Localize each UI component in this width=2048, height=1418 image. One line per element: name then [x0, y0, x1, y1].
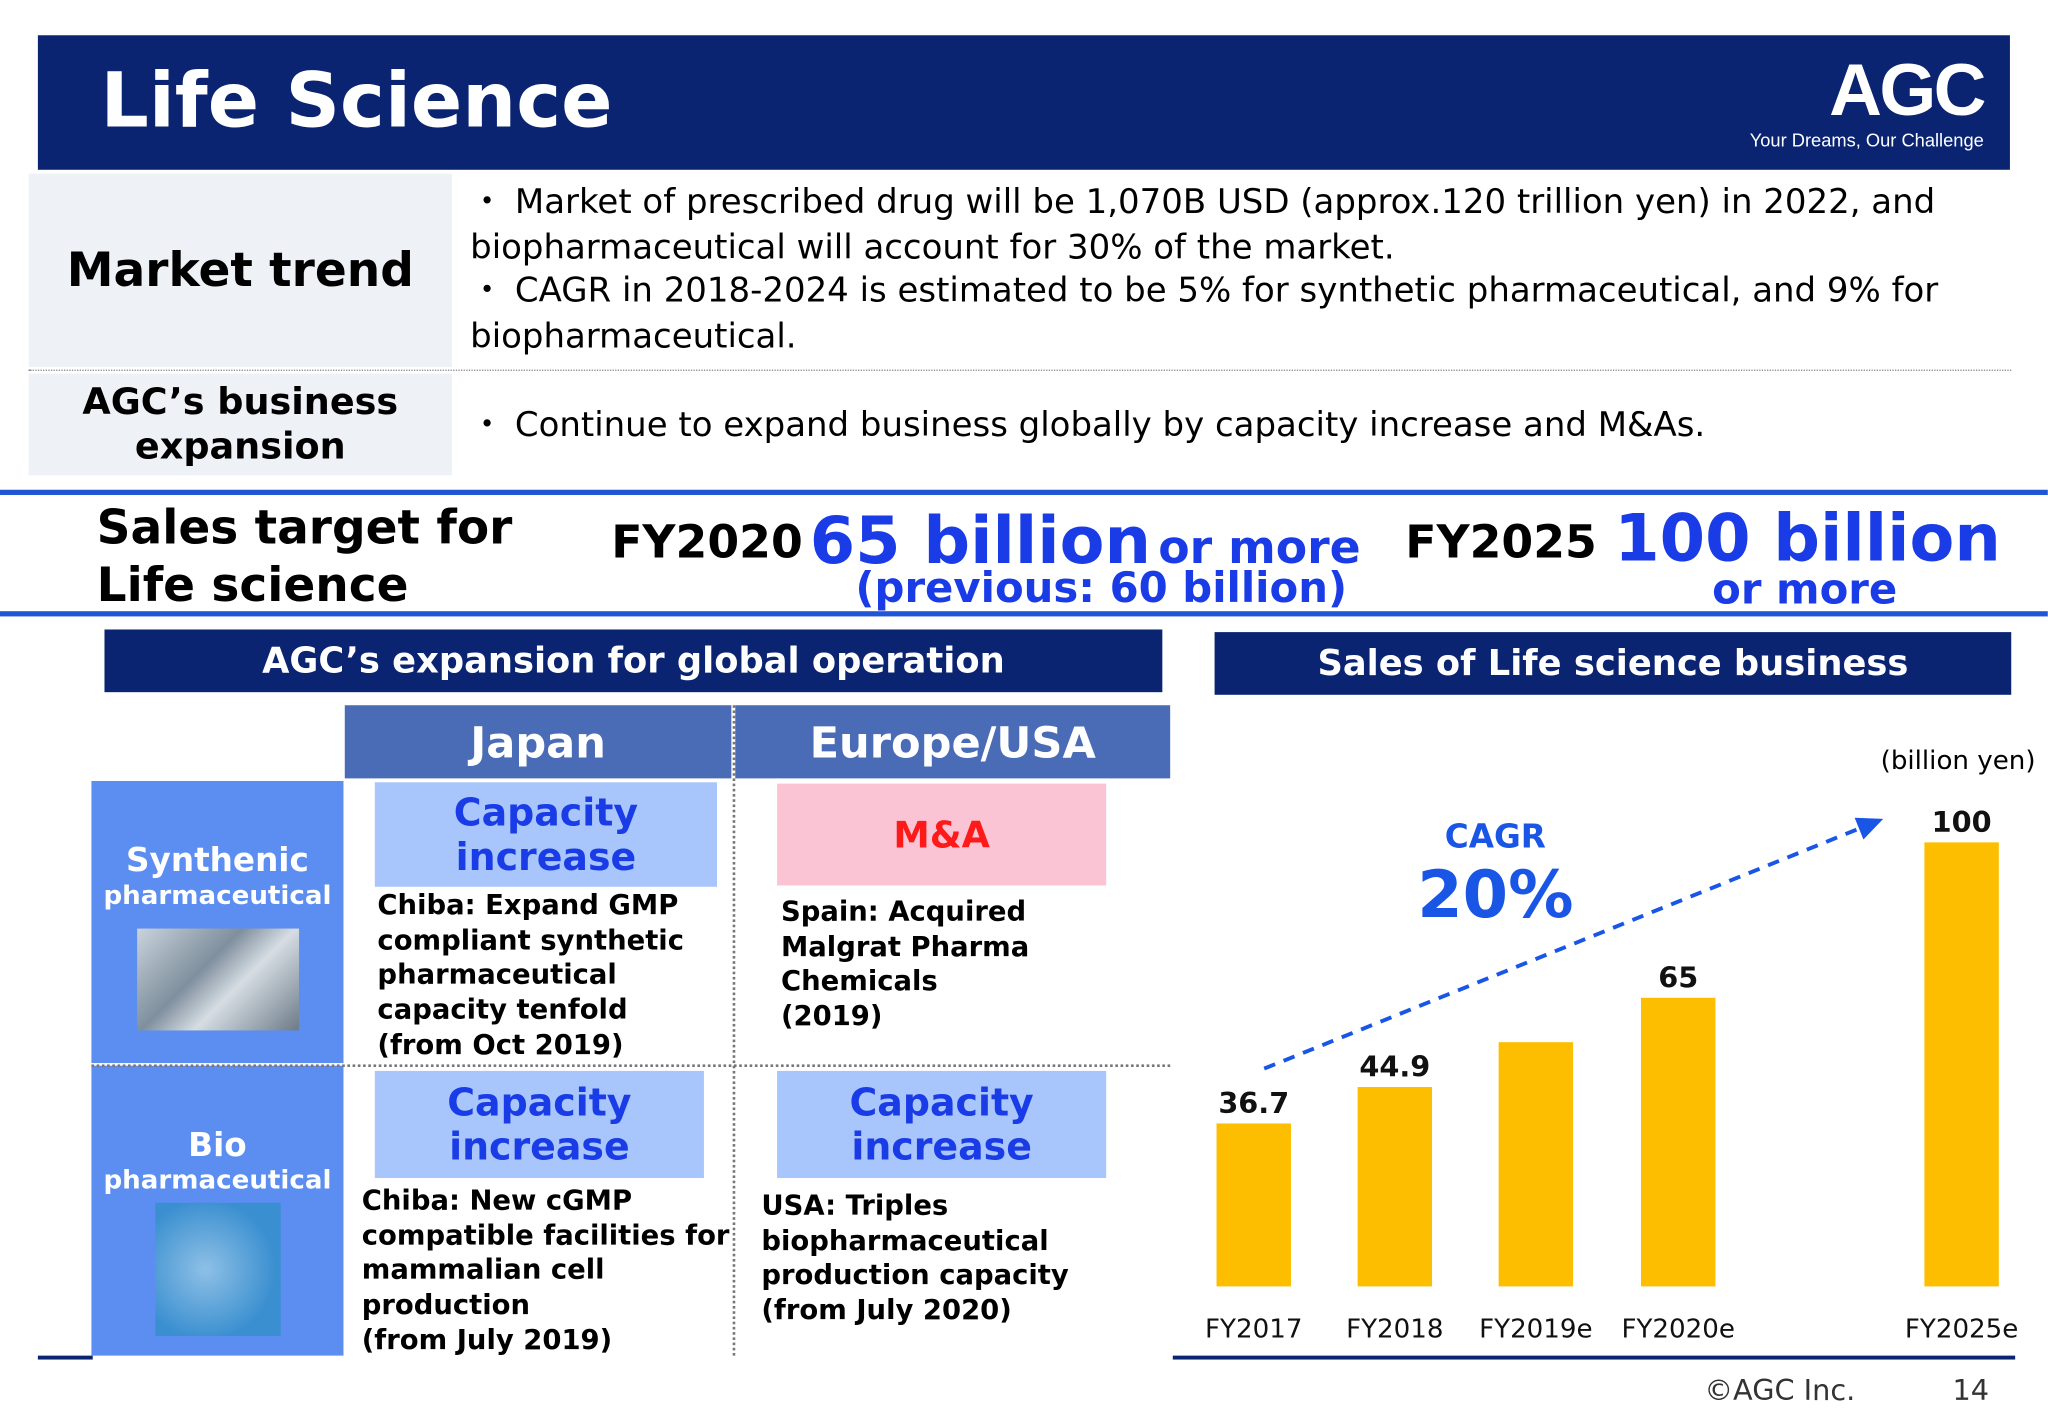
row-divider-global — [91, 1064, 1171, 1068]
cagr-label: CAGR — [1444, 817, 1546, 856]
market-trend-label: Market trend — [28, 173, 452, 367]
cagr-arrow-head — [1854, 817, 1884, 840]
fy2025-target: 100 billion — [1614, 500, 2001, 576]
bottom-rule-left — [37, 1355, 93, 1360]
bar-fy2017 — [1216, 1123, 1291, 1287]
japan-synthetic-description: Chiba: Expand GMP compliant synthetic ph… — [377, 889, 684, 1060]
japan-bio-capacity-box: Capacity increase — [374, 1070, 704, 1179]
bar-fy2020e — [1640, 997, 1716, 1287]
europe-synthetic-description: Spain: Acquired Malgrat Pharma Chemicals… — [780, 895, 1030, 1032]
x-tick-label: FY2017 — [1205, 1314, 1302, 1344]
row-divider — [28, 369, 2012, 371]
chart-unit-label: (billion yen) — [1880, 744, 2036, 776]
bar-fy2025e — [1924, 842, 1999, 1287]
page-title: Life Science — [100, 56, 613, 145]
japan-synthetic-capacity-box: Capacity increase — [374, 782, 717, 887]
bar-value-label: 65 — [1658, 960, 1698, 994]
copyright: ©AGC Inc. — [1704, 1375, 1856, 1408]
cagr-trend-line — [1263, 817, 1884, 1071]
europe-synthetic-ma-box: M&A — [777, 783, 1107, 886]
column-divider — [732, 705, 736, 1356]
fy2025-label: FY2025 — [1405, 517, 1597, 570]
bar-value-label: 44.9 — [1359, 1050, 1430, 1084]
europe-bio-capacity-box: Capacity increase — [777, 1070, 1107, 1179]
logo-text: AGC — [1829, 48, 1986, 131]
europe-bio-description: USA: Triples biopharmaceutical productio… — [761, 1189, 1069, 1326]
business-expansion-label: AGC’s business expansion — [28, 373, 452, 476]
logo-tagline: Your Dreams, Our Challenge — [1749, 129, 1984, 151]
x-tick-label: FY2020e — [1621, 1314, 1734, 1344]
antibody-image — [154, 1202, 281, 1337]
sales-target-label: Sales target for Life science — [96, 501, 513, 613]
sales-bar-chart: 36.7 FY2017 44.9 FY2018 FY2019e 65 FY2020e 100 F… — [1205, 805, 2018, 1344]
cagr-value: 20% — [1417, 856, 1574, 933]
header-banner: Life Science AGC Your Dreams, Our Challe… — [37, 35, 2010, 170]
market-trend-bullet-2: ・ CAGR in 2018-2024 is estimated to be 5… — [470, 271, 1939, 358]
fy2025-suffix: or more — [1712, 564, 1898, 614]
fy2020-label: FY2020 — [611, 517, 803, 570]
band-bottom-line — [0, 611, 2048, 617]
agc-logo: AGC Your Dreams, Our Challenge — [1749, 48, 1987, 151]
global-panel-title: AGC’s expansion for global operation — [104, 629, 1163, 693]
bar-fy2018 — [1357, 1087, 1433, 1287]
bar-value-label: 36.7 — [1218, 1086, 1289, 1120]
business-expansion-bullet: ・ Continue to expand business globally b… — [470, 406, 1706, 446]
x-tick-label: FY2019e — [1479, 1314, 1592, 1344]
x-tick-label: FY2025e — [1905, 1314, 2018, 1344]
column-header-japan: Japan — [344, 705, 732, 779]
x-tick-label: FY2018 — [1346, 1314, 1443, 1344]
bar-value-label: 100 — [1932, 805, 1992, 839]
row-label-synthetic: Synthenic pharmaceutical — [91, 780, 344, 1064]
column-header-europe-usa: Europe/USA — [735, 705, 1171, 779]
row-label-bio: Bio pharmaceutical — [91, 1065, 344, 1356]
fy2020-previous: (previous: 60 billion) — [855, 562, 1348, 613]
page-number: 14 — [1952, 1375, 1990, 1408]
bottom-rule-right — [1172, 1355, 2016, 1360]
sales-panel-title: Sales of Life science business — [1214, 632, 2012, 695]
japan-bio-description: Chiba: New cGMP compatible facilities fo… — [361, 1184, 730, 1356]
bar-fy2019e — [1498, 1042, 1574, 1287]
market-trend-bullet-1: ・ Market of prescribed drug will be 1,07… — [470, 182, 1936, 269]
fy2020-target: 65 billion or more — [809, 502, 1361, 579]
pharmaceutical-vials-image — [136, 928, 299, 1031]
band-top-line — [0, 489, 2048, 495]
